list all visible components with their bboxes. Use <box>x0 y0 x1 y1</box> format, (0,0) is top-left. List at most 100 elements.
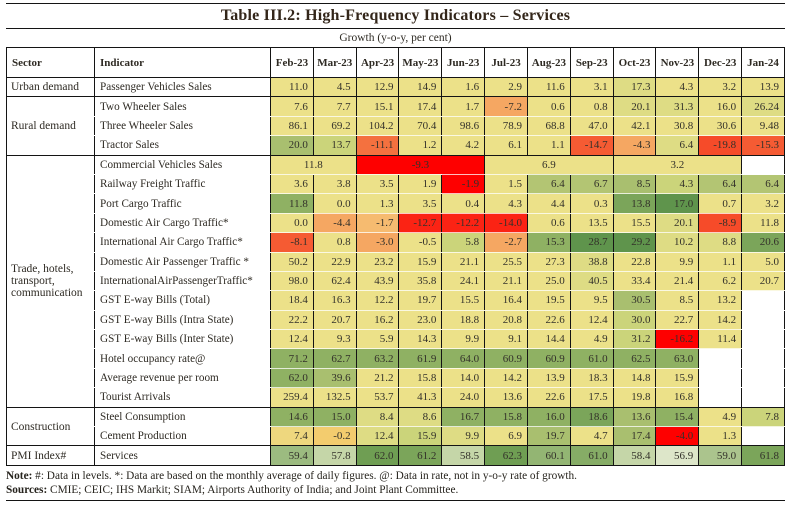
data-cell: 13.6 <box>612 407 656 428</box>
data-cell: -0.5 <box>398 232 442 253</box>
indicator-label: InternationalAirPassengerTraffic* <box>94 271 271 292</box>
data-cell: 62.5 <box>612 348 656 369</box>
indicator-label: Port Cargo Traffic <box>94 193 271 214</box>
data-cell: 1.3 <box>355 193 399 214</box>
indicator-label: Cement Production <box>94 426 271 447</box>
data-cell: 8.4 <box>355 407 399 428</box>
data-cell: 1.9 <box>398 174 442 195</box>
data-cell: 33.4 <box>612 271 656 292</box>
data-cell: 22.6 <box>526 387 571 408</box>
title-rule <box>6 28 785 29</box>
data-cell: 62.3 <box>484 445 528 466</box>
data-cell: 30.8 <box>655 116 699 137</box>
table-row: GST E-way Bills (Inter State) 12.4 9.3 5.9 1… <box>7 329 785 350</box>
data-cell: 3.5 <box>355 174 399 195</box>
data-cell: 15.5 <box>441 290 485 311</box>
data-cell: 86.1 <box>270 116 314 137</box>
table-row: Three Wheeler Sales 86.1 69.2 104.2 70.4 98.6… <box>7 116 785 137</box>
data-cell: 16.7 <box>441 407 485 428</box>
data-cell: 56.9 <box>655 445 699 466</box>
data-cell: 16.3 <box>312 290 357 311</box>
data-cell: 11.6 <box>526 77 571 98</box>
blank-cell <box>698 387 742 408</box>
indicator-label: GST E-way Bills (Intra State) <box>94 310 271 331</box>
data-cell: 259.4 <box>270 387 314 408</box>
data-cell: 19.8 <box>612 387 656 408</box>
data-cell: 22.7 <box>655 310 699 331</box>
data-cell: 60.1 <box>526 445 571 466</box>
data-cell: 18.6 <box>569 407 614 428</box>
data-cell: 3.6 <box>270 174 314 195</box>
blank-cell <box>698 368 742 389</box>
sector-label: Trade, hotels, transport, communication <box>6 155 95 408</box>
table-row: Cement Production 7.4 -0.2 12.4 15.9 9.9 6.9 19… <box>7 426 785 447</box>
data-cell: -4.4 <box>312 213 357 234</box>
data-cell: 24.1 <box>441 271 485 292</box>
indicator-label: Domestic Air Passenger Traffic * <box>94 252 271 272</box>
data-cell: 4.3 <box>655 77 699 98</box>
data-cell: 59.4 <box>270 445 314 466</box>
data-cell: 15.9 <box>398 252 442 272</box>
data-cell: 11.4 <box>698 329 742 350</box>
data-cell: -4.3 <box>612 135 656 156</box>
data-cell: 26.24 <box>741 96 785 117</box>
indicator-label: Commercial Vehicles Sales <box>94 155 271 175</box>
indicator-label: Hotel occupancy rate@ <box>94 348 271 369</box>
data-cell: 6.7 <box>569 174 614 195</box>
table-subtitle: Growth (y-o-y, per cent) <box>339 32 452 44</box>
table-title: Table III.2: High-Frequency Indicators –… <box>220 7 571 24</box>
data-cell: 1.3 <box>698 426 742 447</box>
data-cell: 21.1 <box>441 252 485 272</box>
data-cell: 0.0 <box>270 213 314 234</box>
data-cell: 14.8 <box>612 368 656 389</box>
data-cell: 3.1 <box>569 77 614 98</box>
data-cell: 14.2 <box>484 368 528 389</box>
data-cell: 14.6 <box>270 407 314 428</box>
column-header: May-23 <box>398 47 442 78</box>
data-cell: 18.8 <box>441 310 485 331</box>
data-cell: 22.9 <box>312 252 357 272</box>
data-cell: 1.6 <box>441 77 485 98</box>
column-header: Mar-23 <box>312 47 357 78</box>
blank-cell <box>741 348 785 369</box>
data-cell: 11.8 <box>270 193 314 214</box>
data-cell: 4.4 <box>526 193 571 214</box>
data-cell: 13.9 <box>741 77 785 98</box>
data-cell: 58.4 <box>612 445 656 466</box>
column-header: Jul-23 <box>484 47 528 78</box>
data-cell: 7.4 <box>270 426 314 447</box>
data-cell: 132.5 <box>312 387 357 408</box>
data-cell: 12.4 <box>569 310 614 331</box>
blank-cell <box>741 426 785 447</box>
data-cell: 58.5 <box>441 445 485 466</box>
data-cell: 69.2 <box>312 116 357 137</box>
blank-cell <box>741 329 785 350</box>
data-cell: 63.0 <box>655 348 699 369</box>
data-cell: 0.7 <box>698 193 742 214</box>
data-cell: 68.8 <box>526 116 571 137</box>
data-cell: 17.3 <box>612 77 656 98</box>
data-cell: 30.6 <box>698 116 742 137</box>
data-cell: 0.0 <box>312 193 357 214</box>
data-cell: 8.8 <box>698 232 742 253</box>
blank-cell <box>741 310 785 331</box>
data-cell: 13.7 <box>312 135 357 156</box>
data-cell: 16.4 <box>484 290 528 311</box>
data-cell: 12.4 <box>270 329 314 350</box>
data-cell: 20.1 <box>655 213 699 234</box>
data-cell: 9.9 <box>441 426 485 447</box>
indicators-table: Sector Indicator Feb-23 Mar-23 Apr-23 May-23 J… <box>6 47 785 466</box>
data-cell: 1.1 <box>526 135 571 156</box>
table-row: PMI Index# Services 59.4 57.8 62.0 61.2 58.5 62… <box>6 445 785 466</box>
data-cell: 18.4 <box>270 290 314 311</box>
data-cell: 1.1 <box>698 252 742 272</box>
data-cell: 19.5 <box>526 290 571 311</box>
sector-label: Urban demand <box>6 77 95 98</box>
data-cell: -1.9 <box>441 174 485 195</box>
data-cell: -8.9 <box>698 213 742 234</box>
data-cell: 50.2 <box>270 252 314 272</box>
data-cell: 78.9 <box>484 116 528 137</box>
data-cell: 61.9 <box>398 348 442 369</box>
data-cell: 31.2 <box>612 329 656 350</box>
data-cell: 1.5 <box>484 174 528 195</box>
